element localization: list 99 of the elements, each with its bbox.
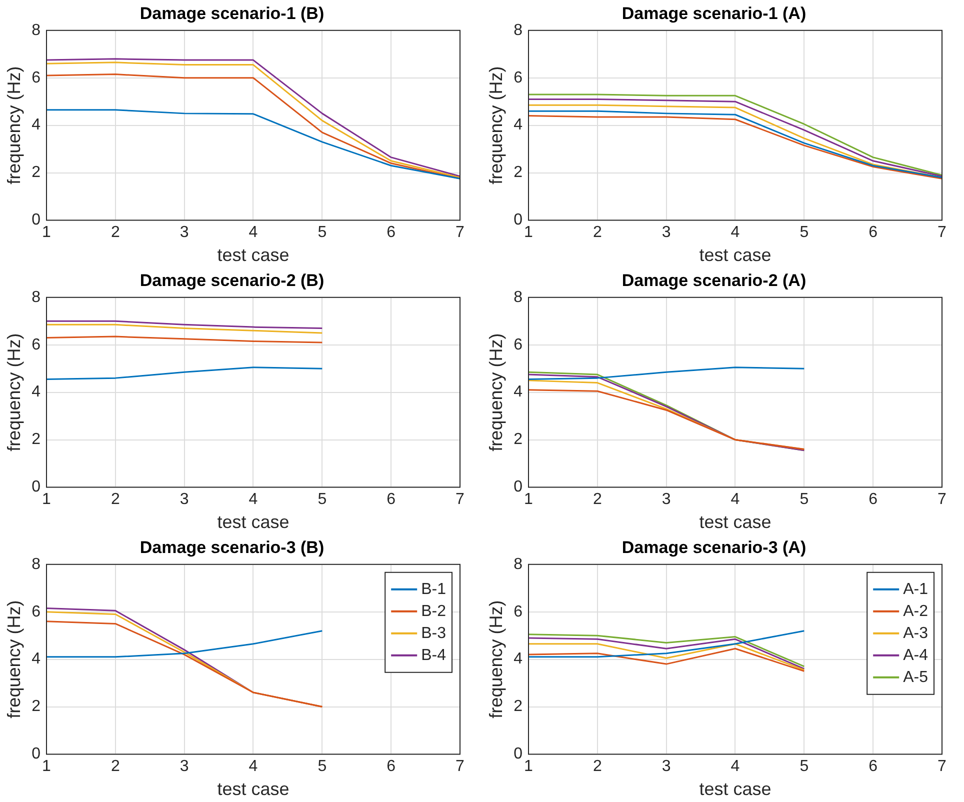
chart-title: Damage scenario-2 (B) [140, 270, 324, 290]
y-tick-label: 6 [32, 603, 41, 620]
y-tick-label: 8 [32, 22, 41, 39]
y-tick-label: 0 [32, 478, 41, 496]
x-tick-label: 3 [180, 758, 189, 776]
chart-title: Damage scenario-3 (A) [622, 538, 806, 557]
x-tick-label: 6 [868, 758, 878, 776]
y-tick-label: 6 [32, 69, 41, 86]
x-tick-label: 6 [868, 224, 878, 242]
x-axis-title: test case [699, 512, 772, 532]
x-tick-label: 1 [524, 758, 534, 776]
y-tick-label: 0 [514, 478, 523, 496]
x-tick-label: 5 [800, 491, 809, 508]
x-tick-label: 4 [730, 758, 740, 776]
y-axis-title: frequency (Hz) [4, 600, 24, 718]
x-axis-title: test case [217, 779, 290, 800]
y-tick-label: 2 [32, 164, 41, 182]
y-tick-label: 2 [514, 698, 523, 716]
x-tick-label: 4 [248, 224, 258, 242]
x-tick-label: 4 [248, 491, 258, 508]
y-axis-title: frequency (Hz) [486, 66, 506, 184]
x-tick-label: 3 [180, 491, 189, 508]
x-tick-label: 1 [42, 491, 52, 508]
x-axis-title: test case [217, 512, 290, 532]
chart-title: Damage scenario-1 (B) [140, 4, 324, 23]
x-tick-label: 2 [592, 224, 602, 242]
chart-title: Damage scenario-2 (A) [622, 270, 806, 290]
x-tick-label: 3 [662, 758, 671, 776]
x-axis-title: test case [699, 245, 772, 266]
y-tick-label: 4 [514, 650, 523, 668]
y-tick-label: 2 [32, 698, 41, 716]
x-tick-label: 6 [386, 224, 396, 242]
x-tick-label: 5 [318, 758, 327, 776]
y-axis-title: frequency (Hz) [4, 333, 24, 452]
x-tick-label: 3 [662, 491, 671, 508]
y-tick-label: 6 [514, 336, 523, 354]
x-tick-label: 6 [386, 758, 396, 776]
x-tick-label: 2 [110, 758, 120, 776]
y-tick-label: 8 [32, 556, 41, 573]
x-tick-label: 5 [800, 758, 809, 776]
legend-label: B-4 [421, 646, 446, 664]
y-axis-title: frequency (Hz) [4, 66, 24, 184]
y-tick-label: 4 [32, 116, 41, 134]
x-tick-label: 2 [110, 491, 120, 508]
y-tick-label: 2 [32, 431, 41, 448]
x-tick-label: 7 [456, 224, 465, 242]
y-axis-title: frequency (Hz) [486, 600, 506, 718]
legend-label: B-2 [421, 602, 446, 620]
y-tick-label: 8 [514, 22, 523, 39]
x-tick-label: 1 [524, 491, 534, 508]
legend-label: A-3 [903, 624, 928, 642]
y-tick-label: 6 [514, 603, 523, 620]
y-tick-label: 8 [32, 288, 41, 306]
y-tick-label: 2 [514, 164, 523, 182]
x-tick-label: 7 [938, 224, 947, 242]
x-axis-title: test case [217, 245, 290, 266]
x-tick-label: 4 [248, 758, 258, 776]
y-tick-label: 8 [514, 288, 523, 306]
x-tick-label: 1 [42, 758, 52, 776]
chart-title: Damage scenario-1 (A) [622, 4, 806, 23]
y-tick-label: 0 [514, 212, 523, 229]
x-tick-label: 4 [730, 491, 740, 508]
x-tick-label: 5 [318, 224, 327, 242]
y-tick-label: 4 [514, 384, 523, 401]
x-tick-label: 2 [592, 491, 602, 508]
x-tick-label: 2 [592, 758, 602, 776]
x-tick-label: 4 [730, 224, 740, 242]
x-tick-label: 1 [42, 224, 52, 242]
x-tick-label: 3 [662, 224, 671, 242]
x-tick-label: 3 [180, 224, 189, 242]
chart-title: Damage scenario-3 (B) [140, 538, 324, 557]
y-tick-label: 2 [514, 431, 523, 448]
y-tick-label: 0 [32, 746, 41, 763]
y-tick-label: 6 [32, 336, 41, 354]
y-tick-label: 4 [32, 384, 41, 401]
y-tick-label: 0 [514, 746, 523, 763]
x-tick-label: 2 [110, 224, 120, 242]
x-tick-label: 7 [456, 758, 465, 776]
x-tick-label: 7 [456, 491, 465, 508]
x-tick-label: 5 [318, 491, 327, 508]
legend-label: A-5 [903, 668, 928, 686]
x-tick-label: 1 [524, 224, 534, 242]
legend-label: A-2 [903, 602, 928, 620]
legend-label: B-3 [421, 624, 446, 642]
y-axis-title: frequency (Hz) [486, 333, 506, 452]
legend-label: A-4 [903, 646, 928, 664]
x-tick-label: 5 [800, 224, 809, 242]
legend-label: B-1 [421, 580, 446, 598]
y-tick-label: 0 [32, 212, 41, 229]
legend-label: A-1 [903, 580, 928, 598]
x-tick-label: 6 [386, 491, 396, 508]
x-tick-label: 6 [868, 491, 878, 508]
y-tick-label: 4 [514, 116, 523, 134]
y-tick-label: 8 [514, 556, 523, 573]
y-tick-label: 6 [514, 69, 523, 86]
x-tick-label: 7 [938, 491, 947, 508]
x-tick-label: 7 [938, 758, 947, 776]
x-axis-title: test case [699, 779, 772, 800]
y-tick-label: 4 [32, 650, 41, 668]
